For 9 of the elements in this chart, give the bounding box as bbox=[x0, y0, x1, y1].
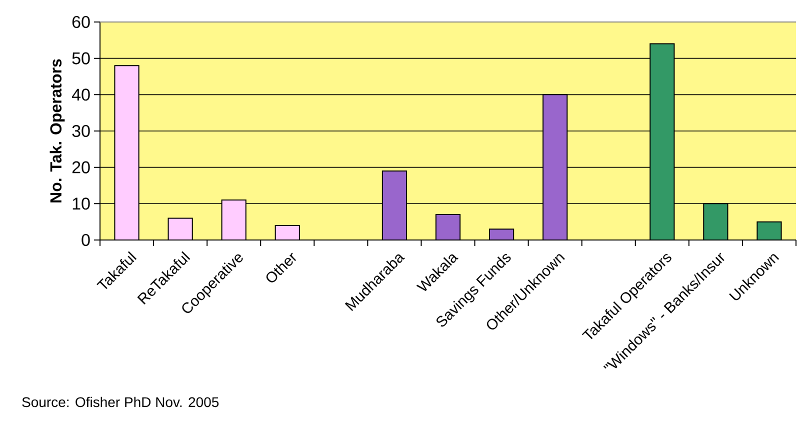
y-axis-title: No. Tak. Operators bbox=[50, 59, 65, 202]
y-tick-label: 40 bbox=[72, 88, 90, 101]
y-tick-label: 10 bbox=[72, 198, 90, 210]
y-tick-label: 60 bbox=[72, 16, 90, 28]
y-tick-label: 20 bbox=[72, 161, 90, 174]
y-tick-label: 30 bbox=[72, 124, 90, 138]
source-note: Source: Ofisher PhD Nov. 2005 bbox=[22, 396, 219, 408]
y-tick-label: 50 bbox=[72, 52, 90, 64]
y-tick-label: 0 bbox=[82, 234, 90, 246]
